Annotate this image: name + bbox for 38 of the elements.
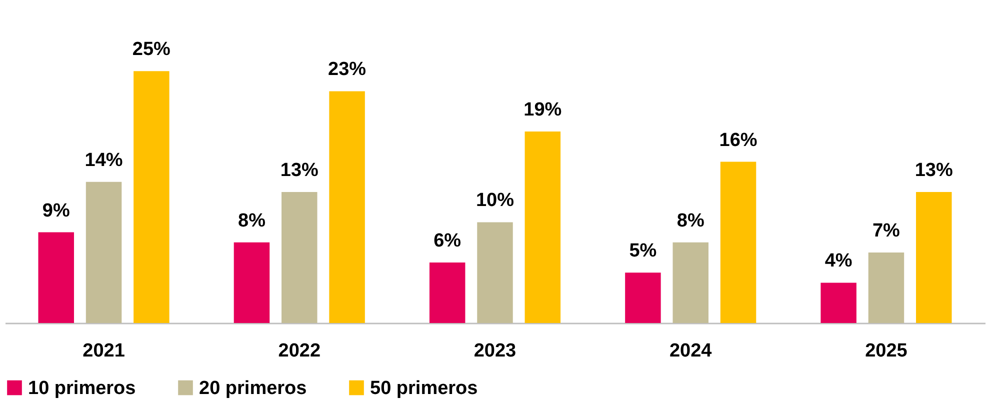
bar <box>820 282 856 323</box>
bar <box>282 192 318 323</box>
legend-label: 20 primeros <box>199 378 307 399</box>
bar <box>524 132 561 323</box>
data-label: 19% <box>524 100 562 121</box>
data-label: 8% <box>238 210 266 232</box>
data-label: 23% <box>328 59 366 80</box>
data-label: 5% <box>629 240 657 262</box>
bar <box>672 242 708 323</box>
x-tick-label: 2024 <box>669 340 712 362</box>
bar <box>625 272 661 323</box>
bar <box>477 222 513 323</box>
bar <box>429 262 466 323</box>
data-label: 7% <box>872 220 900 242</box>
bar <box>134 71 170 323</box>
data-label: 25% <box>132 39 171 60</box>
data-label: 13% <box>914 160 953 181</box>
bar <box>329 91 365 323</box>
bar <box>234 242 270 323</box>
legend-label: 10 primeros <box>28 378 136 399</box>
data-label: 16% <box>719 130 758 151</box>
x-tick-label: 2023 <box>474 340 516 362</box>
x-tick-label: 2022 <box>278 340 321 362</box>
data-label: 8% <box>676 210 704 232</box>
data-label: 4% <box>824 250 852 272</box>
bar <box>86 182 122 323</box>
data-label: 14% <box>84 150 123 171</box>
data-label: 9% <box>42 200 70 222</box>
bar <box>38 232 74 323</box>
data-label: 13% <box>280 160 319 181</box>
data-label: 10% <box>476 190 514 212</box>
bar <box>868 252 904 323</box>
data-label: 6% <box>434 230 462 252</box>
bar <box>916 192 952 323</box>
legend-label: 50 primeros <box>370 378 478 399</box>
bar <box>720 162 756 323</box>
x-tick-label: 2025 <box>865 340 908 362</box>
x-tick-label: 2021 <box>82 340 126 362</box>
